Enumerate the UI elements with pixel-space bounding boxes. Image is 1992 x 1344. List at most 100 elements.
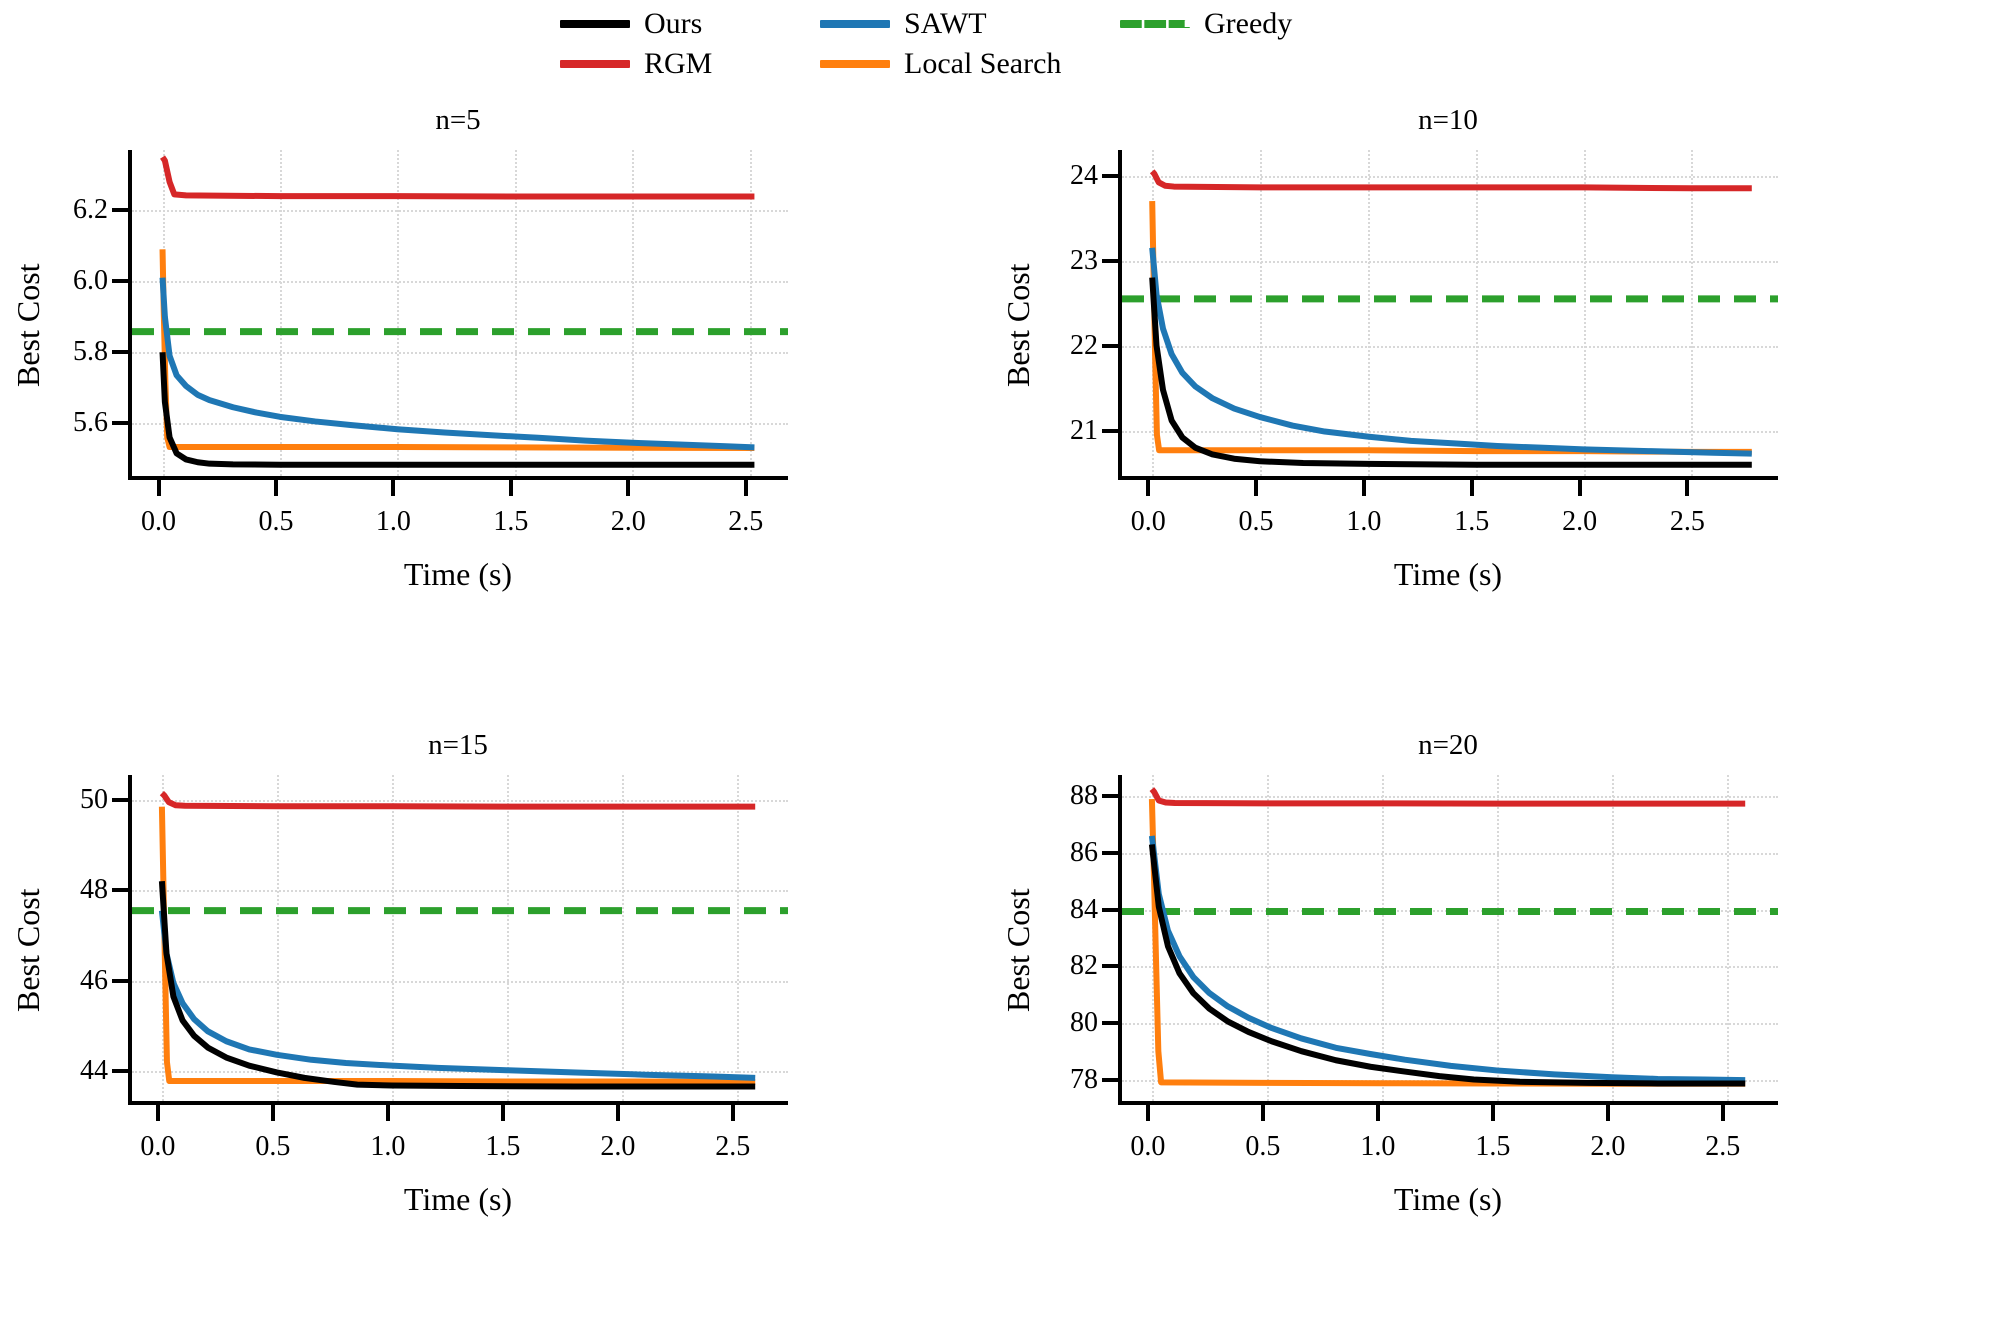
legend-entry-local-search: Local Search (820, 49, 1120, 79)
x-tick-mark (500, 1105, 505, 1121)
x-tick-mark (1254, 480, 1259, 496)
x-tick-mark (626, 480, 631, 496)
y-tick-label: 80 (1070, 1006, 1098, 1038)
subplot-n5: n=5 5.6 5.8 6.0 6.2 0.0 0.5 1.0 1.5 2.0 2.5 Time (s… (10, 104, 788, 592)
y-tick-mark (1102, 428, 1118, 433)
gridline-vertical (632, 150, 635, 476)
x-axis-label: Time (s) (403, 556, 513, 592)
gridline-vertical (391, 775, 394, 1101)
gridline-horizontal (1122, 175, 1778, 178)
gridline-horizontal (132, 210, 788, 213)
gridline-horizontal (1122, 260, 1778, 263)
gridline-horizontal (1122, 345, 1778, 348)
y-tick-label: 21 (1070, 414, 1098, 446)
y-tick-label: 6.0 (73, 265, 108, 297)
y-tick-mark (1102, 173, 1118, 178)
y-tick-label: 82 (1070, 950, 1098, 982)
series-line-ours (158, 881, 756, 1090)
legend-swatch-rgm (560, 60, 630, 68)
gridline-vertical (1496, 775, 1499, 1101)
y-tick-mark (112, 888, 128, 893)
y-tick-label: 86 (1070, 836, 1098, 868)
gridline-vertical (1583, 150, 1586, 476)
subplot-n10: n=10 21 22 23 24 0.0 0.5 1.0 1.5 2.0 2.5 Time (s) Be… (1000, 104, 1778, 592)
x-tick-label: 0.5 (255, 1131, 291, 1162)
legend-label-ours: Ours (644, 7, 703, 40)
subplot-title-n20: n=20 (1418, 729, 1478, 761)
series-line-rgm (160, 155, 755, 200)
legend-entry-sawt: SAWT (820, 9, 1120, 39)
gridline-vertical (279, 150, 282, 476)
x-tick-mark (1577, 480, 1582, 496)
gridline-vertical (1691, 150, 1694, 476)
x-tick-mark (270, 1105, 275, 1121)
y-axis-label: Best Cost (10, 263, 46, 387)
y-tick-label: 5.6 (73, 407, 108, 439)
gridline-vertical (1367, 150, 1370, 476)
x-tick-label: 2.5 (1669, 506, 1705, 537)
y-axis-label: Best Cost (1000, 263, 1036, 387)
x-tick-mark (1146, 480, 1151, 496)
series-layer (1122, 787, 1778, 1087)
y-tick-label: 46 (80, 964, 108, 996)
plot-area-n5 (128, 150, 788, 480)
gridline-vertical (1266, 775, 1269, 1101)
x-tick-mark (1720, 1105, 1725, 1121)
legend-label-sawt: SAWT (904, 7, 987, 40)
series-line-sawt (1148, 835, 1746, 1084)
x-tick-mark (615, 1105, 620, 1121)
subplot-title-n5: n=5 (435, 104, 481, 136)
series-line-rgm (1149, 787, 1746, 807)
y-tick-label: 6.2 (73, 194, 108, 226)
y-tick-label: 44 (80, 1055, 108, 1087)
x-tick-mark (155, 1105, 160, 1121)
x-tick-mark (273, 480, 278, 496)
gridline-horizontal (1122, 430, 1778, 433)
plot-area-n20 (1118, 775, 1778, 1105)
gridline-horizontal (1122, 852, 1778, 855)
y-tick-label: 50 (80, 783, 108, 815)
x-tick-label: 0.0 (140, 1131, 176, 1162)
legend-swatch-greedy (1120, 20, 1190, 28)
y-tick-mark (112, 1069, 128, 1074)
x-tick-label: 1.0 (1346, 506, 1382, 537)
y-tick-label: 48 (80, 874, 108, 906)
legend-label-rgm: RGM (644, 47, 713, 80)
legend-label-greedy: Greedy (1204, 7, 1293, 40)
plot-area-n10 (1118, 150, 1778, 480)
y-tick-mark (1102, 258, 1118, 263)
y-axis-label: Best Cost (10, 888, 46, 1012)
x-tick-label: 0.0 (141, 506, 177, 537)
legend-entry-greedy: Greedy (1120, 9, 1420, 39)
x-tick-mark (1260, 1105, 1265, 1121)
gridline-vertical (749, 150, 752, 476)
y-tick-mark (1102, 343, 1118, 348)
series-line-ours (1149, 277, 1752, 468)
figure-legend: Ours SAWT Greedy RGM Local Search (560, 4, 1420, 84)
legend-swatch-ours (560, 20, 630, 28)
x-tick-label: 2.0 (600, 1131, 636, 1162)
series-line-rgm (1149, 169, 1752, 192)
x-tick-label: 2.0 (610, 506, 646, 537)
gridline-vertical (276, 775, 279, 1101)
series-line-local-search (158, 806, 756, 1085)
x-axis-label: Time (s) (1393, 1181, 1503, 1217)
gridline-horizontal (1122, 1022, 1778, 1025)
series-line-rgm (159, 790, 756, 810)
x-tick-label: 1.0 (375, 506, 411, 537)
gridline-horizontal (1122, 966, 1778, 969)
series-line-local-search (1148, 798, 1746, 1087)
y-tick-label: 84 (1070, 893, 1098, 925)
y-tick-mark (1102, 964, 1118, 969)
gridline-vertical (1381, 775, 1384, 1101)
x-tick-mark (156, 480, 161, 496)
gridline-vertical (736, 775, 739, 1101)
series-line-sawt (158, 910, 756, 1081)
x-tick-label: 0.0 (1130, 506, 1166, 537)
series-line-sawt (1149, 247, 1752, 457)
y-tick-mark (112, 421, 128, 426)
x-tick-mark (743, 480, 748, 496)
x-tick-label: 1.0 (1360, 1131, 1396, 1162)
legend-entry-ours: Ours (560, 9, 820, 39)
x-tick-mark (385, 1105, 390, 1121)
